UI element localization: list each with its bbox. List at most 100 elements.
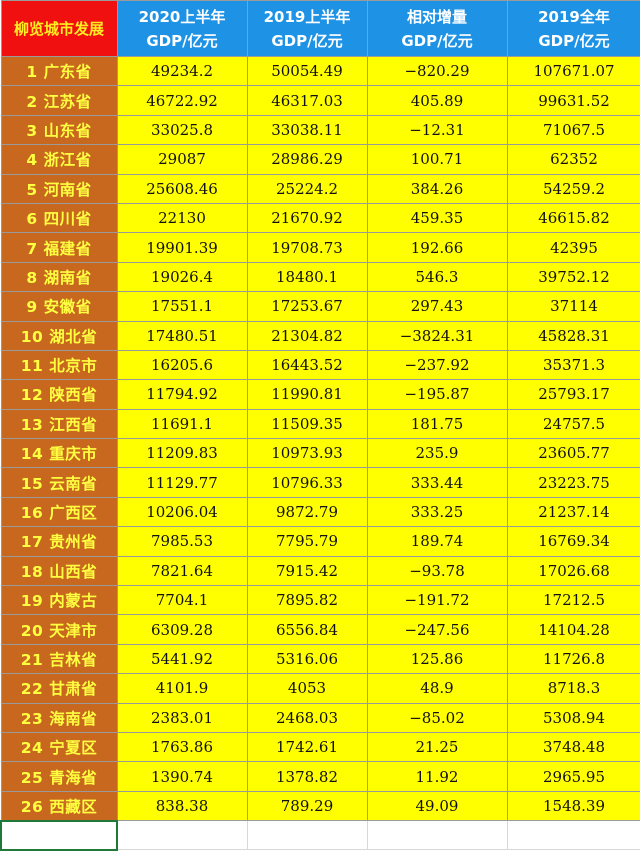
cell-delta[interactable]: 333.44 <box>366 467 508 498</box>
cell-h1-2019[interactable]: 1378.82 <box>246 761 368 792</box>
cell-h1-2020[interactable]: 11129.77 <box>116 467 248 498</box>
cell-h1-2019[interactable]: 9872.79 <box>246 496 368 528</box>
province-label-cell[interactable]: 22 甘肃省 <box>0 673 118 704</box>
cell-h1-2019[interactable]: 7915.42 <box>246 555 368 587</box>
cell-h1-2020[interactable]: 11794.92 <box>116 379 248 410</box>
province-label-cell[interactable]: 8 湖南省 <box>0 261 118 293</box>
cell-year-2019[interactable]: 21237.14 <box>506 496 640 528</box>
cell-delta[interactable]: 181.75 <box>366 408 508 440</box>
cell-h1-2019[interactable]: 11990.81 <box>246 379 368 410</box>
cell-year-2019[interactable]: 62352 <box>506 144 640 175</box>
cell-h1-2020[interactable]: 19026.4 <box>116 261 248 293</box>
cell-h1-2019[interactable]: 5316.06 <box>246 643 368 675</box>
cell-h1-2020[interactable]: 25608.46 <box>116 173 248 204</box>
corner-title[interactable]: 柳览城市发展 <box>0 0 118 57</box>
province-label-cell[interactable]: 5 河南省 <box>0 173 118 204</box>
cell-h1-2019[interactable]: 7795.79 <box>246 526 368 557</box>
header-year-2019[interactable]: 2019全年 GDP/亿元 <box>506 0 640 57</box>
cell-h1-2020[interactable]: 11209.83 <box>116 438 248 469</box>
cell-h1-2020[interactable]: 4101.9 <box>116 673 248 704</box>
cell-year-2019[interactable]: 46615.82 <box>506 202 640 234</box>
cell-h1-2020[interactable]: 10206.04 <box>116 496 248 528</box>
cell-year-2019[interactable]: 39752.12 <box>506 261 640 293</box>
cell-year-2019[interactable]: 71067.5 <box>506 114 640 146</box>
header-h1-2019[interactable]: 2019上半年 GDP/亿元 <box>246 0 368 57</box>
cell-h1-2019[interactable]: 4053 <box>246 673 368 704</box>
cell-h1-2020[interactable]: 7985.53 <box>116 526 248 557</box>
province-label-cell[interactable]: 23 海南省 <box>0 702 118 733</box>
cell-year-2019[interactable]: 23605.77 <box>506 438 640 469</box>
header-h1-2020[interactable]: 2020上半年 GDP/亿元 <box>116 0 248 57</box>
province-label-cell[interactable]: 15 云南省 <box>0 467 118 498</box>
cell-h1-2020[interactable]: 1763.86 <box>116 731 248 763</box>
cell-h1-2019[interactable]: 19708.73 <box>246 232 368 263</box>
cell-delta[interactable]: 100.71 <box>366 144 508 175</box>
cell-h1-2020[interactable]: 46722.92 <box>116 85 248 116</box>
cell-year-2019[interactable]: 42395 <box>506 232 640 263</box>
cell-h1-2020[interactable]: 7704.1 <box>116 585 248 616</box>
cell-year-2019[interactable]: 54259.2 <box>506 173 640 204</box>
cell-h1-2019[interactable]: 50054.49 <box>246 55 368 87</box>
province-label-cell[interactable]: 21 吉林省 <box>0 643 118 675</box>
province-label-cell[interactable]: 1 广东省 <box>0 55 118 87</box>
cell-h1-2019[interactable]: 1742.61 <box>246 731 368 763</box>
cell-delta[interactable]: −85.02 <box>366 702 508 733</box>
cell-year-2019[interactable]: 14104.28 <box>506 614 640 645</box>
cell-h1-2019[interactable]: 10796.33 <box>246 467 368 498</box>
cell-year-2019[interactable]: 11726.8 <box>506 643 640 675</box>
cell-year-2019[interactable]: 3748.48 <box>506 731 640 763</box>
cell-delta[interactable]: −237.92 <box>366 349 508 381</box>
cell-h1-2019[interactable]: 18480.1 <box>246 261 368 293</box>
cell-h1-2019[interactable]: 21304.82 <box>246 320 368 351</box>
province-label-cell[interactable]: 6 四川省 <box>0 202 118 234</box>
cell-delta[interactable]: −12.31 <box>366 114 508 146</box>
empty-cell[interactable] <box>116 820 248 851</box>
cell-delta[interactable]: 459.35 <box>366 202 508 234</box>
cell-h1-2019[interactable]: 6556.84 <box>246 614 368 645</box>
cell-year-2019[interactable]: 45828.31 <box>506 320 640 351</box>
cell-year-2019[interactable]: 5308.94 <box>506 702 640 733</box>
cell-year-2019[interactable]: 99631.52 <box>506 85 640 116</box>
cell-h1-2020[interactable]: 17480.51 <box>116 320 248 351</box>
cell-year-2019[interactable]: 35371.3 <box>506 349 640 381</box>
cell-delta[interactable]: 48.9 <box>366 673 508 704</box>
province-label-cell[interactable]: 17 贵州省 <box>0 526 118 557</box>
cell-h1-2020[interactable]: 49234.2 <box>116 55 248 87</box>
province-label-cell[interactable]: 25 青海省 <box>0 761 118 792</box>
cell-year-2019[interactable]: 37114 <box>506 291 640 322</box>
cell-h1-2019[interactable]: 46317.03 <box>246 85 368 116</box>
cell-h1-2020[interactable]: 19901.39 <box>116 232 248 263</box>
cell-year-2019[interactable]: 16769.34 <box>506 526 640 557</box>
cell-h1-2020[interactable]: 6309.28 <box>116 614 248 645</box>
cell-year-2019[interactable]: 17212.5 <box>506 585 640 616</box>
province-label-cell[interactable]: 14 重庆市 <box>0 438 118 469</box>
cell-h1-2020[interactable]: 22130 <box>116 202 248 234</box>
province-label-cell[interactable]: 13 江西省 <box>0 408 118 440</box>
cell-h1-2020[interactable]: 2383.01 <box>116 702 248 733</box>
cell-h1-2020[interactable]: 33025.8 <box>116 114 248 146</box>
cell-year-2019[interactable]: 107671.07 <box>506 55 640 87</box>
cell-h1-2019[interactable]: 2468.03 <box>246 702 368 733</box>
cell-h1-2020[interactable]: 838.38 <box>116 790 248 822</box>
selected-empty-cell[interactable] <box>0 819 118 851</box>
cell-year-2019[interactable]: 8718.3 <box>506 673 640 704</box>
cell-delta[interactable]: 11.92 <box>366 761 508 792</box>
province-label-cell[interactable]: 3 山东省 <box>0 114 118 146</box>
cell-h1-2019[interactable]: 17253.67 <box>246 291 368 322</box>
cell-delta[interactable]: 333.25 <box>366 496 508 528</box>
cell-year-2019[interactable]: 24757.5 <box>506 408 640 440</box>
cell-h1-2019[interactable]: 33038.11 <box>246 114 368 146</box>
province-label-cell[interactable]: 26 西藏区 <box>0 790 118 822</box>
cell-year-2019[interactable]: 2965.95 <box>506 761 640 792</box>
cell-h1-2019[interactable]: 789.29 <box>246 790 368 822</box>
cell-delta[interactable]: 405.89 <box>366 85 508 116</box>
province-label-cell[interactable]: 4 浙江省 <box>0 144 118 175</box>
cell-delta[interactable]: −93.78 <box>366 555 508 587</box>
cell-year-2019[interactable]: 17026.68 <box>506 555 640 587</box>
cell-h1-2019[interactable]: 16443.52 <box>246 349 368 381</box>
cell-h1-2019[interactable]: 11509.35 <box>246 408 368 440</box>
cell-year-2019[interactable]: 23223.75 <box>506 467 640 498</box>
cell-h1-2020[interactable]: 11691.1 <box>116 408 248 440</box>
province-label-cell[interactable]: 7 福建省 <box>0 232 118 263</box>
cell-h1-2020[interactable]: 29087 <box>116 144 248 175</box>
